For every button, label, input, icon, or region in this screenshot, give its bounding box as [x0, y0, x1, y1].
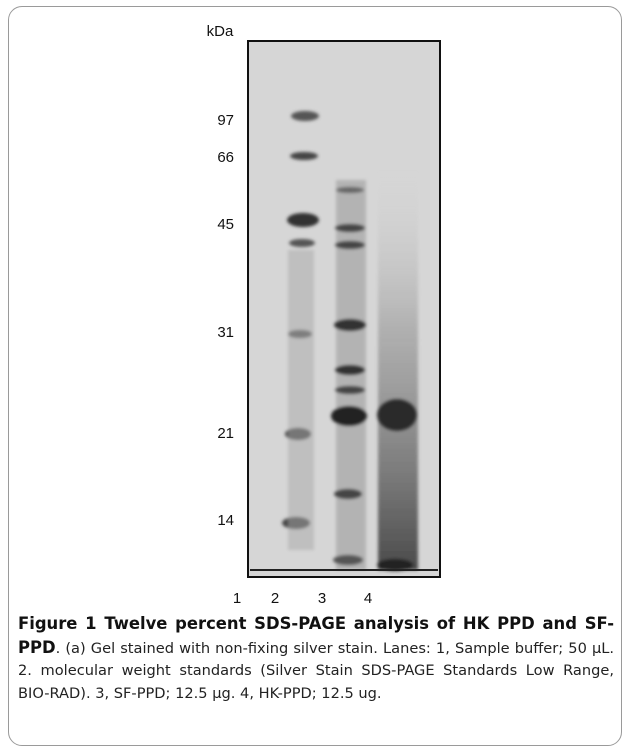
gel-image [247, 40, 441, 578]
marker-label: 21 [217, 425, 234, 442]
caption-text: . (a) Gel stained with non-fixing silver… [18, 639, 614, 702]
lane-label: 4 [364, 590, 372, 607]
marker-label: 66 [217, 149, 234, 166]
marker-label: 31 [217, 324, 234, 341]
page: {"figure": { "axis_unit": "kDa", "marker… [8, 6, 622, 746]
marker-label: 45 [217, 216, 234, 233]
lane-label: 2 [271, 590, 279, 607]
marker-label: 14 [217, 512, 234, 529]
gel-figure: kDa 97 66 45 31 21 14 1 2 3 4 [207, 23, 441, 607]
marker-label: 97 [217, 112, 234, 129]
figure-caption: Figure 1 Twelve percent SDS-PAGE analysi… [18, 613, 614, 705]
axis-unit: kDa [207, 23, 234, 40]
lane-label: 1 [233, 590, 241, 607]
lane-label: 3 [318, 590, 326, 607]
caption-title: Figure 1 Twelve percent SDS-PAGE analysi… [18, 614, 614, 657]
